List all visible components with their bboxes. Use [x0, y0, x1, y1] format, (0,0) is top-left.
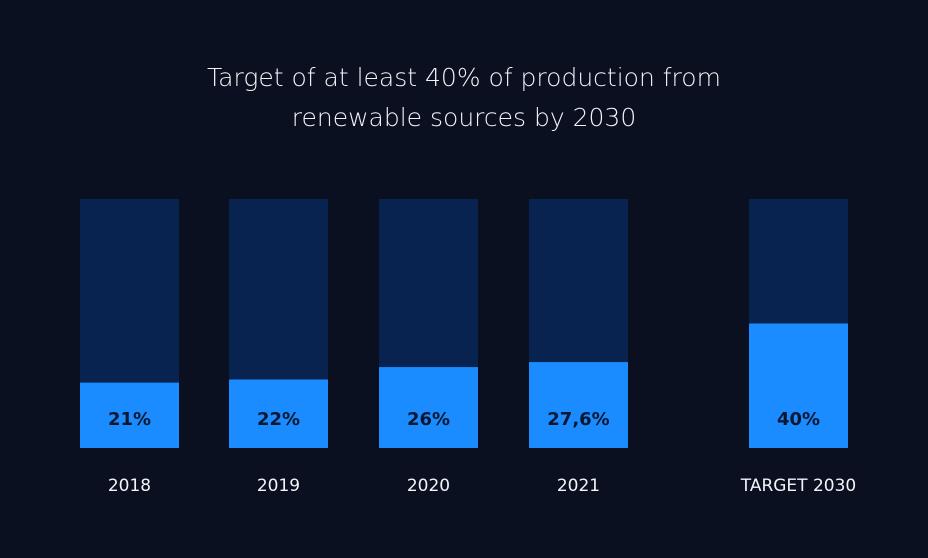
data-label: 40%	[777, 409, 820, 430]
bar	[80, 382, 179, 448]
chart-title-line-1: Target of at least 40% of production fro…	[207, 63, 721, 92]
chart-title-line-2: renewable sources by 2030	[291, 103, 637, 132]
chart-title: Target of at least 40% of production fro…	[0, 58, 928, 138]
bar	[529, 362, 628, 448]
x-tick-label: 2020	[407, 476, 450, 496]
data-label: 26%	[407, 409, 450, 430]
x-tick-label: 2021	[557, 476, 600, 496]
data-label: 27,6%	[547, 409, 609, 430]
bar	[379, 367, 478, 448]
x-tick-label: TARGET 2030	[740, 476, 856, 496]
x-tick-label: 2019	[257, 476, 300, 496]
x-tick-label: 2018	[108, 476, 151, 496]
data-label: 22%	[257, 409, 300, 430]
bar	[749, 323, 848, 448]
data-label: 21%	[108, 409, 151, 430]
bar	[229, 379, 328, 448]
